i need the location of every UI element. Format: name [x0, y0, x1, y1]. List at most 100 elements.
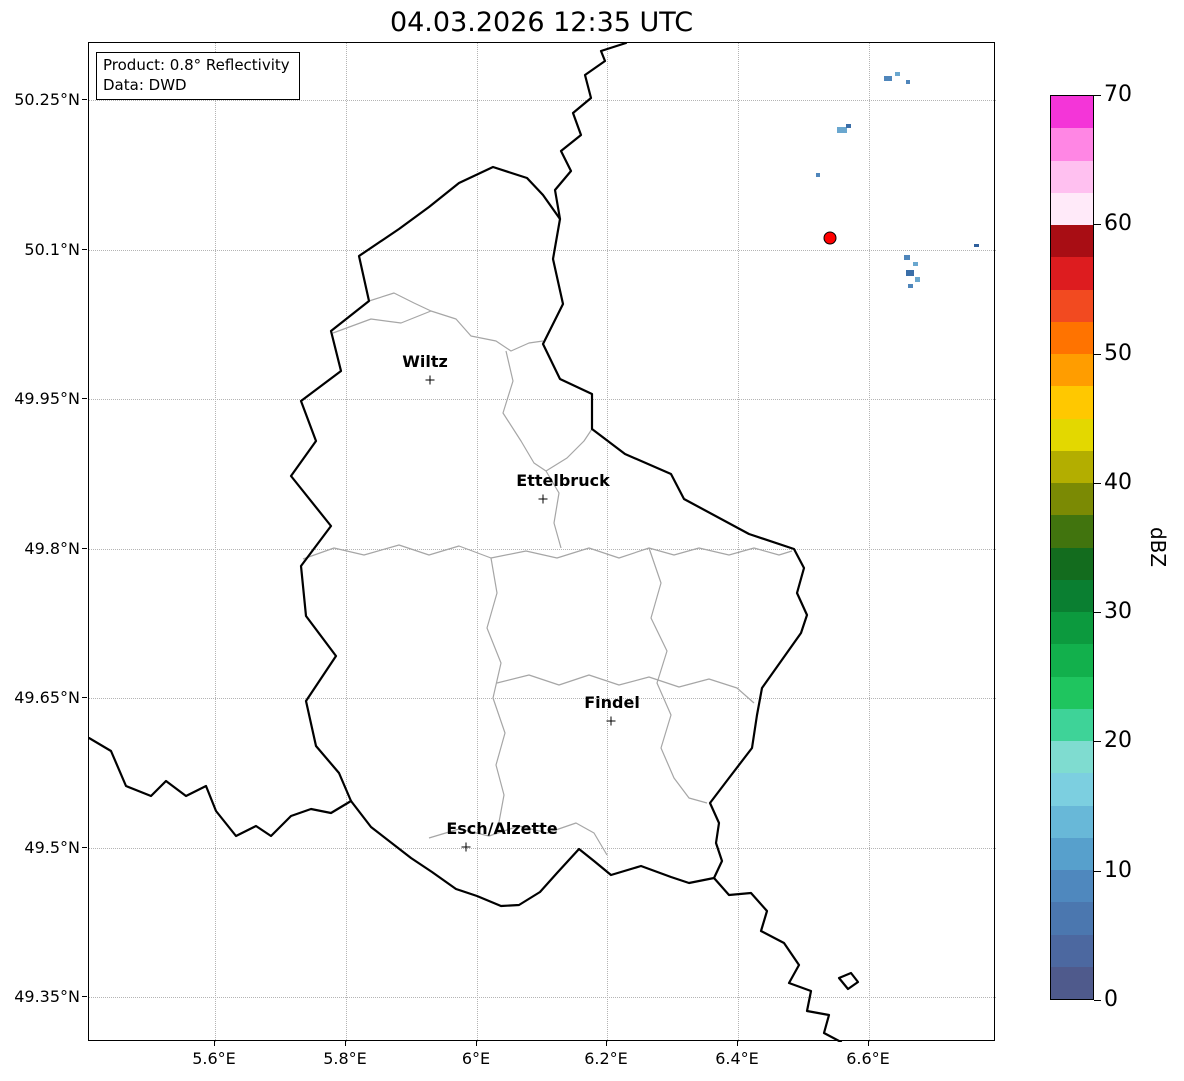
radar-echo-pixel — [974, 244, 979, 247]
river-island-loop — [837, 971, 860, 991]
colorbar-band — [1051, 128, 1093, 161]
colorbar-band — [1051, 386, 1093, 419]
colorbar-band — [1051, 902, 1093, 935]
x-tick-mark — [476, 1041, 477, 1046]
colorbar-tick-mark — [1094, 741, 1101, 743]
colorbar-band — [1051, 418, 1093, 451]
x-tick-mark — [868, 1041, 869, 1046]
colorbar-band — [1051, 450, 1093, 483]
colorbar-tick-label: 60 — [1104, 211, 1132, 237]
colorbar-tick-mark — [1094, 870, 1101, 872]
gridline-horizontal — [89, 848, 996, 849]
district-border — [648, 547, 708, 804]
colorbar-tick-label: 30 — [1104, 599, 1132, 625]
x-tick-label: 5.8°E — [323, 1049, 367, 1068]
radar-echo-pixel — [884, 76, 892, 81]
colorbar-tick-mark — [1094, 1000, 1101, 1001]
map-borders-svg — [89, 43, 860, 1042]
gridline-vertical — [869, 43, 870, 1042]
y-tick-label: 49.5°N — [24, 838, 80, 857]
y-tick-mark — [82, 548, 87, 549]
colorbar-tick-label: 0 — [1104, 987, 1118, 1012]
colorbar-band — [1051, 96, 1093, 129]
colorbar-band — [1051, 192, 1093, 225]
colorbar-tick-mark — [1094, 482, 1101, 484]
y-tick-mark — [82, 847, 87, 848]
colorbar-band — [1051, 966, 1093, 999]
colorbar-band — [1051, 257, 1093, 290]
x-tick-label: 6.2°E — [584, 1049, 628, 1068]
border-belgium-germany — [553, 43, 628, 221]
radar-echo-pixel — [816, 173, 820, 177]
gridline-vertical — [738, 43, 739, 1042]
colorbar-tick-mark — [1094, 612, 1101, 614]
district-border — [332, 310, 544, 352]
colorbar-tick-mark — [1094, 353, 1101, 355]
country-border-luxembourg — [289, 165, 809, 908]
colorbar-band — [1051, 483, 1093, 516]
colorbar-band — [1051, 515, 1093, 548]
y-tick-mark — [82, 996, 87, 997]
radar-echo-pixel — [895, 72, 900, 76]
colorbar-tick-label: 50 — [1104, 340, 1132, 366]
y-tick-mark — [82, 697, 87, 698]
x-tick-mark — [737, 1041, 738, 1046]
y-tick-mark — [82, 99, 87, 100]
district-border — [502, 350, 547, 472]
colorbar-tick-label: 70 — [1104, 82, 1132, 107]
colorbar-band — [1051, 644, 1093, 677]
colorbar-band — [1051, 676, 1093, 709]
colorbar-band — [1051, 354, 1093, 387]
colorbar-band — [1051, 160, 1093, 193]
product-info-box: Product: 0.8° Reflectivity Data: DWD — [96, 52, 300, 100]
city-label: Ettelbruck — [516, 471, 610, 490]
border-belgium-france — [89, 736, 353, 838]
district-border — [496, 674, 755, 704]
district-border — [545, 470, 562, 549]
colorbar-band — [1051, 870, 1093, 903]
city-marker — [538, 494, 548, 504]
colorbar-band — [1051, 741, 1093, 774]
y-tick-label: 49.35°N — [14, 987, 80, 1006]
gridline-horizontal — [89, 997, 996, 998]
gridline-vertical — [215, 43, 216, 1042]
district-border — [545, 428, 593, 472]
colorbar-tick-label: 20 — [1104, 728, 1132, 754]
y-tick-label: 49.8°N — [24, 539, 80, 558]
city-marker — [606, 716, 616, 726]
radar-site-marker — [823, 231, 837, 245]
city-label: Esch/Alzette — [446, 819, 558, 838]
colorbar-band — [1051, 321, 1093, 354]
radar-echo-pixel — [846, 124, 851, 128]
y-tick-label: 49.95°N — [14, 389, 80, 408]
colorbar-tick-mark — [1094, 95, 1101, 96]
radar-echo-pixel — [904, 255, 910, 260]
district-border — [368, 292, 432, 312]
district-border — [428, 822, 608, 856]
gridline-vertical — [346, 43, 347, 1042]
colorbar-band — [1051, 934, 1093, 967]
colorbar-axis-label: dBZ — [1146, 526, 1170, 568]
gridline-horizontal — [89, 100, 996, 101]
border-france-germany — [712, 876, 843, 1042]
y-tick-label: 49.65°N — [14, 688, 80, 707]
x-tick-label: 5.6°E — [192, 1049, 236, 1068]
radar-echo-pixel — [906, 270, 914, 276]
y-tick-label: 50.25°N — [14, 90, 80, 109]
y-tick-mark — [82, 249, 87, 250]
gridline-horizontal — [89, 250, 996, 251]
radar-echo-pixel — [837, 127, 847, 133]
colorbar-band — [1051, 837, 1093, 870]
colorbar-band — [1051, 289, 1093, 322]
colorbar-band — [1051, 579, 1093, 612]
colorbar-band — [1051, 773, 1093, 806]
y-tick-mark — [82, 398, 87, 399]
map-plot-area: Product: 0.8° Reflectivity Data: DWD Wil… — [88, 42, 996, 1042]
radar-echo-pixel — [906, 80, 910, 84]
radar-echo-pixel — [908, 284, 913, 288]
city-label: Findel — [584, 693, 640, 712]
city-marker — [425, 375, 435, 385]
radar-echo-pixel — [913, 262, 918, 266]
gridline-vertical — [477, 43, 478, 1042]
